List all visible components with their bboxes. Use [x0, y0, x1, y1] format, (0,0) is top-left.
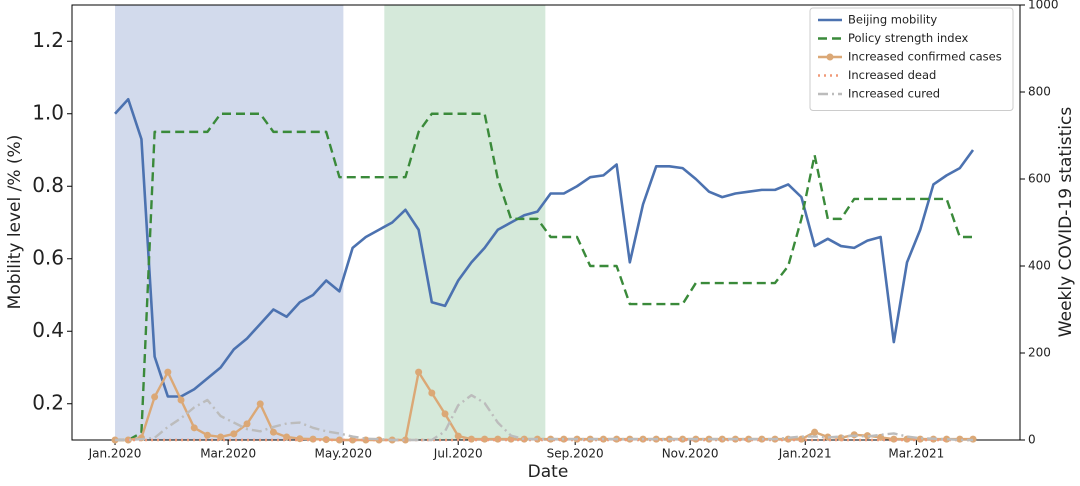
- legend-label: Policy strength index: [848, 31, 968, 45]
- y2-tick-label: 400: [1028, 259, 1051, 273]
- data-point: [428, 389, 436, 397]
- legend-label: Beijing mobility: [848, 13, 937, 27]
- y2-tick-label: 800: [1028, 85, 1051, 99]
- x-tick-label: May.2020: [315, 447, 372, 461]
- data-point: [335, 436, 343, 444]
- shaded-period: [384, 5, 546, 440]
- y-tick-label: 0.8: [32, 173, 64, 197]
- y-tick-label: 0.4: [32, 318, 64, 342]
- x-tick-label: Jan.2020: [88, 447, 142, 461]
- y-tick-label: 0.2: [32, 390, 64, 414]
- legend-label: Increased dead: [848, 68, 936, 82]
- data-point: [269, 428, 277, 436]
- x-tick-label: Mar.2021: [888, 447, 944, 461]
- y2-axis-label: Weekly COVID-19 statistics: [1056, 107, 1076, 338]
- x-tick-label: Sep.2020: [547, 447, 604, 461]
- x-tick-label: Jul.2020: [433, 447, 483, 461]
- x-axis-label: Date: [528, 462, 569, 482]
- data-point: [811, 428, 819, 436]
- data-point: [256, 400, 264, 408]
- data-point: [151, 393, 159, 401]
- series-line: [114, 97, 975, 398]
- legend-label: Increased cured: [848, 87, 940, 101]
- y2-tick-label: 200: [1028, 346, 1051, 360]
- data-point: [164, 368, 172, 376]
- data-point: [349, 436, 357, 444]
- data-point: [309, 435, 317, 443]
- data-point: [230, 430, 238, 438]
- data-point: [454, 432, 462, 440]
- series-line: [115, 112, 974, 442]
- y-tick-label: 1.0: [32, 100, 64, 124]
- x-tick-label: Nov.2020: [662, 447, 719, 461]
- data-point: [467, 435, 475, 443]
- y2-tick-label: 0: [1028, 433, 1036, 447]
- data-point: [217, 433, 225, 441]
- y-tick-label: 1.2: [32, 28, 64, 52]
- series-line: [115, 393, 974, 442]
- legend-marker: [826, 53, 834, 61]
- data-point: [441, 410, 449, 418]
- data-point: [203, 431, 211, 439]
- legend-label: Increased confirmed cases: [848, 50, 1002, 64]
- y-axis-label: Mobility level /% (%): [5, 135, 25, 310]
- y2-tick-label: 1000: [1028, 0, 1059, 12]
- x-tick-label: Mar.2020: [200, 447, 256, 461]
- y-tick-label: 0.6: [32, 245, 64, 269]
- legend-box: [809, 7, 1014, 111]
- x-tick-label: Jan.2021: [778, 447, 832, 461]
- data-point: [177, 396, 185, 404]
- data-point: [415, 368, 423, 376]
- y2-tick-label: 600: [1028, 172, 1051, 186]
- shaded-period: [115, 5, 344, 440]
- data-point: [243, 420, 251, 428]
- data-point: [190, 424, 198, 432]
- data-point: [401, 436, 409, 444]
- data-point: [283, 433, 291, 441]
- legend: Beijing mobility Policy strength index Inc…: [809, 7, 1014, 111]
